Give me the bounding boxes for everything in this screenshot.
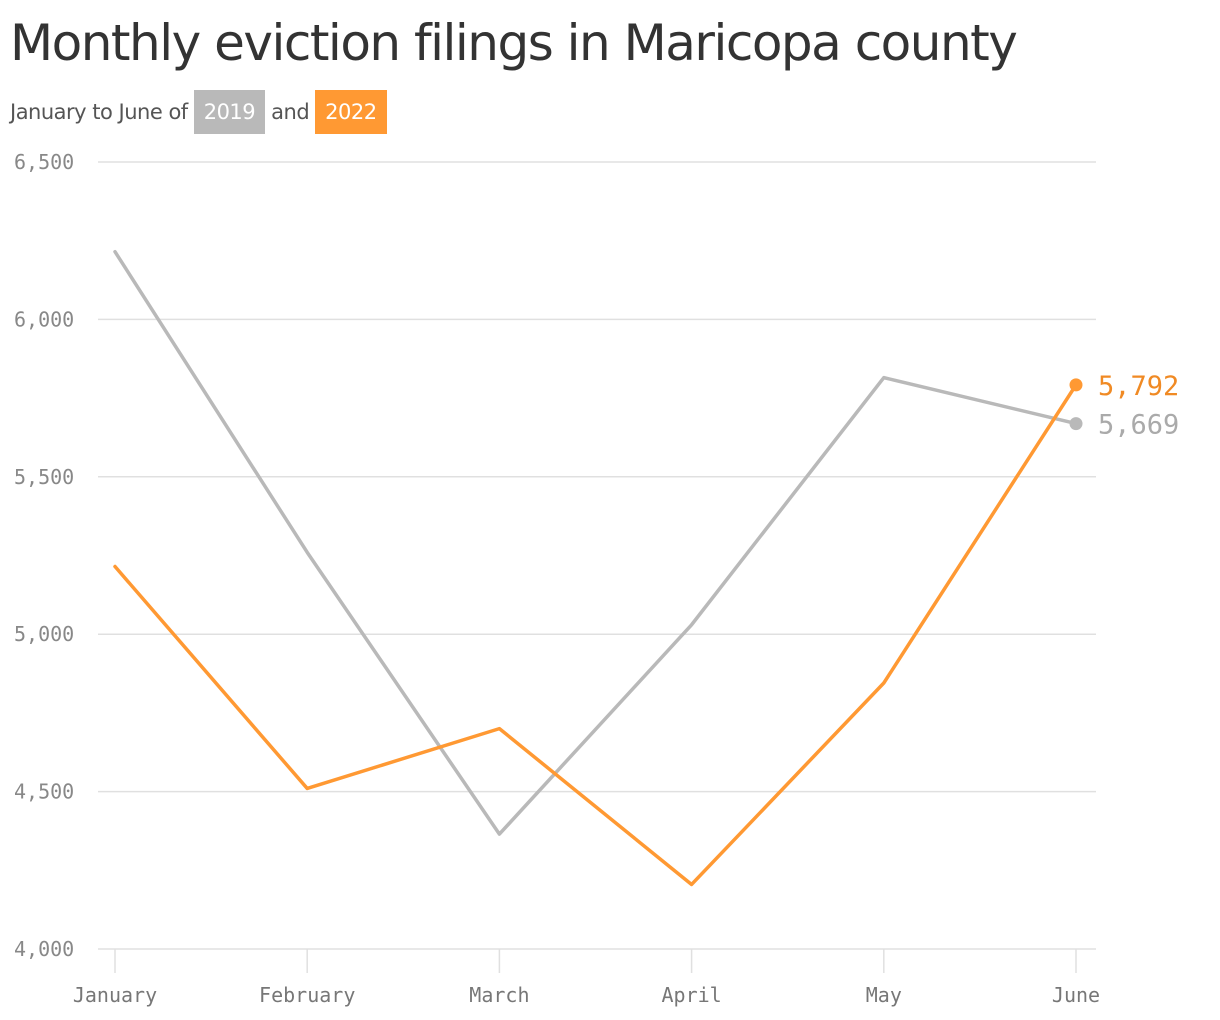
legend-chip-2019: 2019 [193,90,266,134]
x-tick-label: May [866,983,902,1007]
legend-chip-2022: 2022 [315,90,387,134]
subtitle-prefix: January to June of [10,100,188,124]
end-label-2019: 5,669 [1098,410,1179,441]
series-line-2022 [113,383,1078,887]
y-tick-label: 6,500 [14,150,74,174]
x-tick-label: March [469,983,529,1007]
y-tick-label: 5,500 [14,465,74,489]
y-tick-label: 4,500 [14,780,74,804]
y-tick-label: 4,000 [14,937,74,961]
x-tick-label: April [661,983,721,1007]
x-tick-label: February [259,983,355,1007]
subtitle-joiner: and [271,100,310,124]
end-label-2022: 5,792 [1098,371,1179,402]
y-tick-label: 5,000 [14,622,74,646]
y-tick-label: 6,000 [14,307,74,331]
chart-title: Monthly eviction filings in Maricopa cou… [10,14,1018,72]
series-line-2019 [113,249,1078,836]
end-point-2019 [1069,417,1083,431]
end-point-2022 [1069,378,1083,392]
chart-subtitle: January to June of 2019 and 2022 [10,90,393,134]
x-tick-label: January [73,983,157,1007]
x-tick-label: June [1052,983,1100,1007]
